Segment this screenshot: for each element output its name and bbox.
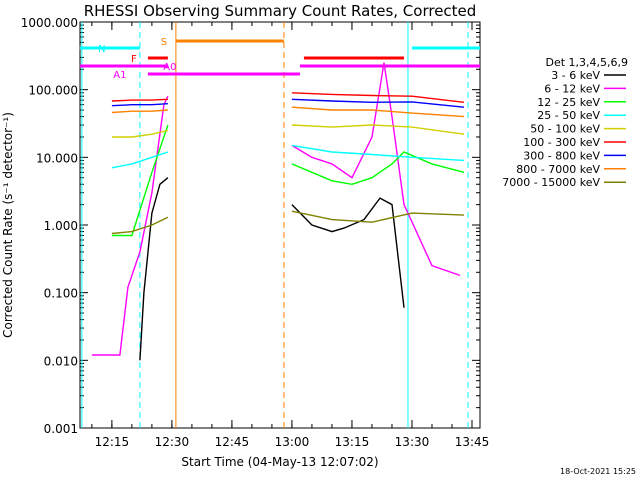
legend-entry-label: 3 - 6 keV [551,69,600,82]
series-line [111,129,169,138]
series-line [291,106,465,118]
series-line [291,197,405,308]
flag-label: S [161,37,167,48]
timestamp: 18-Oct-2021 15:25 [560,467,636,476]
series-line [111,124,169,237]
y-tick-label: 0.001 [44,422,78,436]
series-line [111,109,168,114]
legend-entry-label: 50 - 100 keV [530,123,600,136]
legend-entry-label: 100 - 300 keV [523,136,600,149]
y-tick-label: 0.010 [44,354,78,368]
series-line [111,103,168,107]
legend-entry-label: 25 - 50 keV [537,109,600,122]
y-tick-label: 100.000 [28,84,78,98]
legend-entry-label: 800 - 7000 keV [516,163,600,176]
series-line [291,92,465,103]
y-tick-label: 1.000 [44,219,78,233]
series-line [291,144,465,162]
y-tick-label: 1000.000 [21,16,78,30]
x-tick-label: 12:30 [155,435,190,449]
legend-title: Det 1,3,4,5,6,9 [545,56,628,69]
flag-label: A1 [113,70,126,81]
series-line [291,151,465,186]
series-line [111,216,169,235]
x-tick-label: 13:30 [395,435,430,449]
x-tick-label: 13:15 [335,435,370,449]
series-line [111,98,168,102]
y-tick-label: 0.100 [44,287,78,301]
series-line [291,62,461,277]
flag-label: N [98,44,105,55]
series-line [91,95,169,356]
x-tick-label: 13:00 [275,435,310,449]
series-line [291,210,465,223]
series-line [291,98,465,108]
flag-label: A0 [163,62,176,73]
series-line [139,177,169,361]
chart-title: RHESSI Observing Summary Count Rates, Co… [84,2,477,20]
legend-entry-label: 12 - 25 keV [537,96,600,109]
x-tick-label: 12:15 [95,435,130,449]
x-tick-label: 12:45 [215,435,250,449]
flag-label: F [131,54,137,65]
series-line [291,124,465,135]
legend-entry-label: 300 - 800 keV [523,149,600,162]
x-axis-label: Start Time (04-May-13 12:07:02) [181,455,378,469]
y-axis-label: Corrected Count Rate (s⁻¹ detector⁻¹) [1,112,15,338]
x-tick-label: 13:45 [455,435,490,449]
legend-entry-label: 6 - 12 keV [544,82,600,95]
y-tick-label: 10.000 [36,151,78,165]
legend-entry-label: 7000 - 15000 keV [502,176,600,189]
series-line [111,151,169,169]
